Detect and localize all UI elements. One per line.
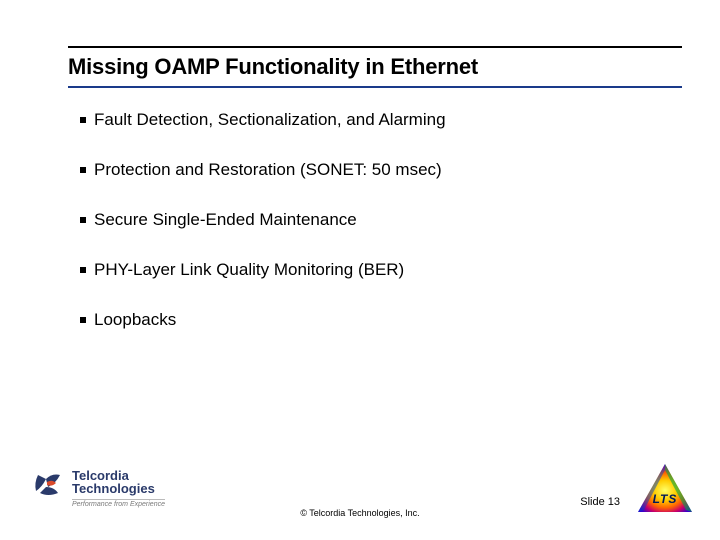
lts-badge: LTS [634,460,696,518]
bullet-item: PHY-Layer Link Quality Monitoring (BER) [80,260,660,280]
bullet-text: PHY-Layer Link Quality Monitoring (BER) [94,260,404,280]
bullet-text: Fault Detection, Sectionalization, and A… [94,110,446,130]
bullet-dot-icon [80,167,86,173]
bullet-dot-icon [80,267,86,273]
company-logo: Telcordia Technologies Performance from … [32,469,165,508]
telcordia-icon [32,469,66,503]
slide: Missing OAMP Functionality in Ethernet F… [0,0,720,540]
logo-name: Telcordia [72,469,165,482]
bullet-text: Loopbacks [94,310,176,330]
title-bar: Missing OAMP Functionality in Ethernet [68,46,682,88]
logo-subname: Technologies [72,482,165,496]
footer: Telcordia Technologies Performance from … [0,464,720,524]
lts-triangle-icon [634,460,696,518]
content-body: Fault Detection, Sectionalization, and A… [80,110,660,360]
bullet-dot-icon [80,117,86,123]
bullet-dot-icon [80,217,86,223]
slide-number: Slide 13 [580,496,620,508]
bullet-text: Protection and Restoration (SONET: 50 ms… [94,160,442,180]
bullet-item: Protection and Restoration (SONET: 50 ms… [80,160,660,180]
bullet-text: Secure Single-Ended Maintenance [94,210,357,230]
copyright-text: © Telcordia Technologies, Inc. [300,508,419,518]
bullet-item: Fault Detection, Sectionalization, and A… [80,110,660,130]
lts-label: LTS [634,492,696,506]
bullet-item: Secure Single-Ended Maintenance [80,210,660,230]
slide-title: Missing OAMP Functionality in Ethernet [68,54,682,80]
logo-text: Telcordia Technologies Performance from … [72,469,165,508]
logo-tagline: Performance from Experience [72,499,165,508]
bullet-dot-icon [80,317,86,323]
bullet-item: Loopbacks [80,310,660,330]
